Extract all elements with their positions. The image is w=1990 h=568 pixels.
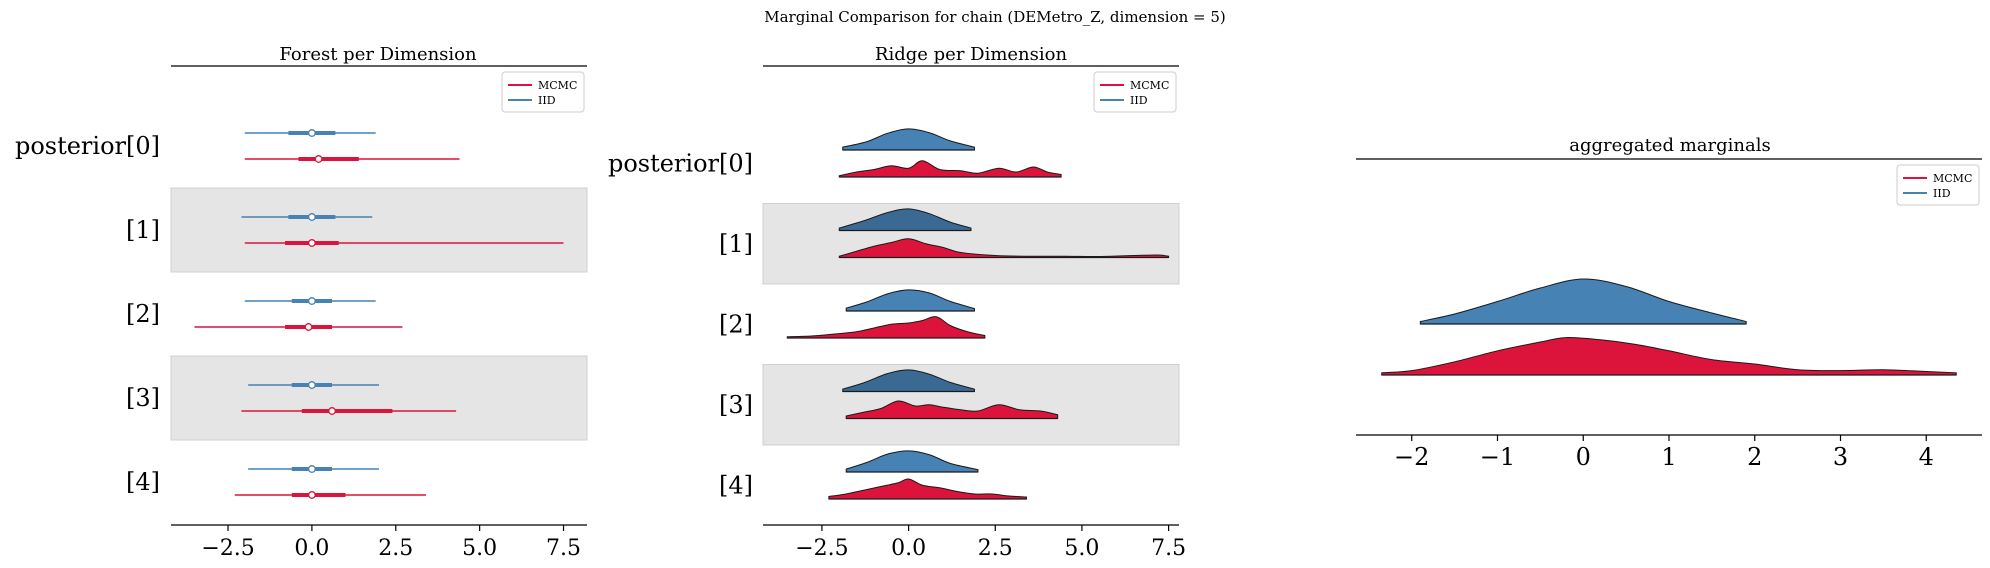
iid-median-point (307, 297, 316, 305)
mcmc-median-point (304, 323, 313, 331)
category-label: [3] (126, 384, 160, 412)
x-tick-label: −2 (1394, 443, 1429, 471)
iid-ridge (845, 289, 975, 312)
x-tick-label: 1 (1661, 443, 1676, 471)
category-label: [4] (126, 468, 160, 496)
iid-median-point (307, 213, 316, 221)
legend-box (1896, 164, 1980, 206)
legend-box (1093, 71, 1177, 113)
legend-label-mcmc: MCMC (1130, 79, 1169, 92)
mcmc-ridge (838, 238, 1170, 258)
x-tick-label: 2 (1747, 443, 1762, 471)
legend-label-iid: IID (538, 94, 556, 107)
legend-label-iid: IID (1130, 94, 1148, 107)
suptitle: Marginal Comparison for chain (DEMetro_Z… (764, 8, 1226, 26)
x-tick-label: 4 (1919, 443, 1934, 471)
x-tick-label: 2.5 (978, 536, 1013, 561)
mcmc-median-point (314, 155, 323, 163)
category-label: [1] (719, 230, 753, 258)
mcmc-median-point (307, 239, 316, 247)
category-label: [3] (719, 391, 753, 419)
mcmc-ridge (786, 316, 986, 339)
x-tick-label: 7.5 (1151, 536, 1186, 561)
iid-median-point (307, 381, 316, 389)
iid-median-point (307, 129, 316, 137)
iid-ridge (842, 369, 975, 392)
aggregated-panel-title: aggregated marginals (1569, 135, 1770, 156)
row-band (170, 355, 588, 441)
forest-panel-title: Forest per Dimension (279, 44, 477, 65)
iid-ridge (838, 208, 972, 231)
forest-panel: Forest per Dimension −2.5 0.0 2.5 5.0 7.5 pos… (15, 44, 588, 561)
legend-label-mcmc: MCMC (538, 79, 577, 92)
x-tick-label: 0.0 (294, 536, 329, 561)
mcmc-ridge (845, 400, 1059, 419)
x-tick-label: −2.5 (201, 536, 254, 561)
mcmc-median-point (328, 407, 336, 415)
category-label: posterior[0] (15, 132, 160, 160)
mcmc-median-point (307, 491, 316, 499)
row-band (170, 187, 588, 273)
x-tick-label: −1 (1480, 443, 1515, 471)
x-tick-label: 2.5 (378, 536, 413, 561)
row-band (762, 203, 1180, 285)
category-label: [2] (126, 300, 160, 328)
aggregated-panel: aggregated marginals −2 −1 0 1 2 3 4 MCMC IID (1356, 135, 1982, 471)
legend-label-mcmc: MCMC (1933, 172, 1972, 185)
category-label: [1] (126, 216, 160, 244)
x-tick-label: 0.0 (891, 536, 926, 561)
iid-ridge (842, 128, 975, 151)
x-tick-label: 5.0 (1064, 536, 1099, 561)
category-label: [4] (719, 471, 753, 499)
mcmc-ridge (828, 478, 1027, 500)
legend-label-iid: IID (1933, 187, 1951, 200)
iid-ridge (845, 450, 979, 473)
mcmc-ridge (838, 160, 1062, 178)
x-tick-label: 7.5 (546, 536, 581, 561)
ridge-panel-title: Ridge per Dimension (875, 44, 1068, 65)
category-label: posterior[0] (608, 149, 753, 177)
x-tick-label: 3 (1833, 443, 1848, 471)
iid-median-point (307, 465, 316, 473)
iid-ridge (1419, 278, 1747, 325)
ridge-panel: Ridge per Dimension −2.5 0.0 2.5 5.0 7.5 post… (608, 44, 1186, 561)
legend-box (501, 71, 585, 113)
row-band (762, 364, 1180, 446)
mcmc-ridge (1381, 337, 1957, 376)
x-tick-label: −2.5 (795, 536, 848, 561)
x-tick-label: 0 (1576, 443, 1591, 471)
x-tick-label: 5.0 (462, 536, 497, 561)
category-label: [2] (719, 310, 753, 338)
